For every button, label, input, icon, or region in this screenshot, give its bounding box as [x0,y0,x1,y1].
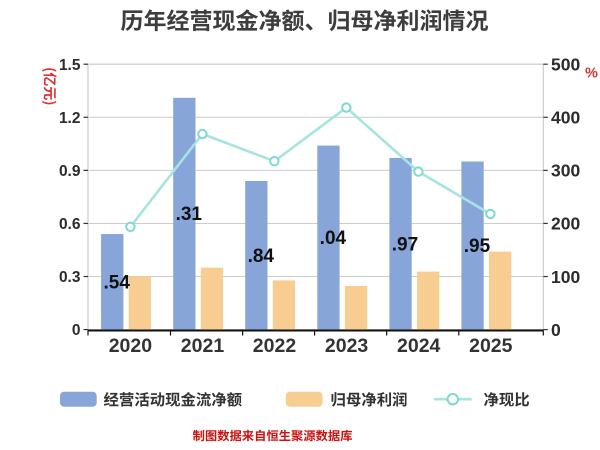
svg-text:200: 200 [551,214,580,234]
svg-text:2020: 2020 [109,335,153,357]
svg-text:0.6: 0.6 [59,216,81,233]
svg-text:2021: 2021 [181,335,225,357]
svg-text:0.3: 0.3 [59,269,81,286]
svg-text:2023: 2023 [325,335,369,357]
svg-text:.84: .84 [248,246,275,267]
svg-text:400: 400 [551,108,580,128]
svg-text:2022: 2022 [253,335,297,357]
svg-text:.54: .54 [103,272,130,293]
svg-text:2024: 2024 [397,335,441,357]
svg-text:0.9: 0.9 [59,163,81,180]
svg-text:0: 0 [72,322,81,339]
svg-text:.31: .31 [176,204,203,225]
svg-text:.04: .04 [320,228,347,249]
svg-text:1.2: 1.2 [59,110,81,127]
svg-text:300: 300 [551,161,580,181]
svg-text:100: 100 [551,267,580,287]
svg-text:500: 500 [551,55,580,75]
svg-text:.95: .95 [464,236,491,257]
svg-text:0: 0 [551,320,561,340]
svg-text:%: % [585,66,598,82]
svg-text:.97: .97 [392,234,418,255]
svg-text:2025: 2025 [469,335,513,357]
svg-text:1.5: 1.5 [59,57,81,74]
